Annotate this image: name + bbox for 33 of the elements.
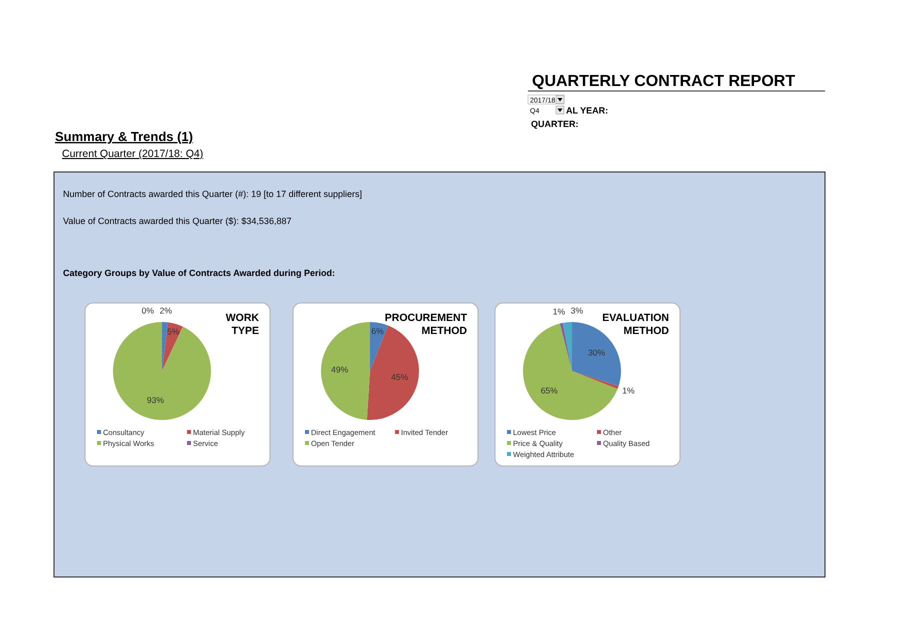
text: EVALUATION METHOD <box>602 312 670 337</box>
text: Value of Contracts awarded this Quarter ($): $34,536,887 <box>63 216 292 226</box>
text: Number of Contracts awarded this Quarter (#): 19 [to 17 different suppliers] <box>63 189 362 199</box>
text: WORK TYPE <box>226 312 260 337</box>
data-label: 45% <box>391 372 409 382</box>
text: QUARTERLY CONTRACT REPORT <box>532 73 796 90</box>
text: 0% <box>142 305 154 316</box>
pie-slice <box>366 325 419 420</box>
data-label: 6% <box>371 326 384 336</box>
text: Current Quarter (2017/18: Q4) <box>62 148 204 160</box>
text: QUARTER: <box>531 119 578 129</box>
pie-slice <box>523 324 618 420</box>
data-label: 1% <box>622 386 636 396</box>
chart-title: PROCUREMENT METHOD <box>384 312 468 337</box>
pie-slice <box>560 322 572 371</box>
pie-slice <box>572 371 619 390</box>
data-label: 3% <box>570 306 584 316</box>
data-label: 5% <box>167 326 180 337</box>
text: Category Groups by Value of Contracts Awarded during Period: <box>63 268 336 278</box>
pie-slice <box>113 322 211 420</box>
pie-slice <box>572 322 621 386</box>
data-label: 49% <box>331 364 349 374</box>
pie-slice <box>162 322 168 371</box>
text: Summary & Trends (1) <box>55 129 193 144</box>
pie-slice <box>321 322 370 420</box>
pie-slice <box>162 322 183 371</box>
data-label: 65% <box>540 385 558 396</box>
data-label: 1% <box>552 306 566 317</box>
data-label: 93% <box>146 394 164 405</box>
pie-slice <box>562 322 572 371</box>
data-label: 30% <box>588 347 606 358</box>
data-label: 2% <box>160 305 172 316</box>
text: AL YEAR: <box>566 106 608 116</box>
